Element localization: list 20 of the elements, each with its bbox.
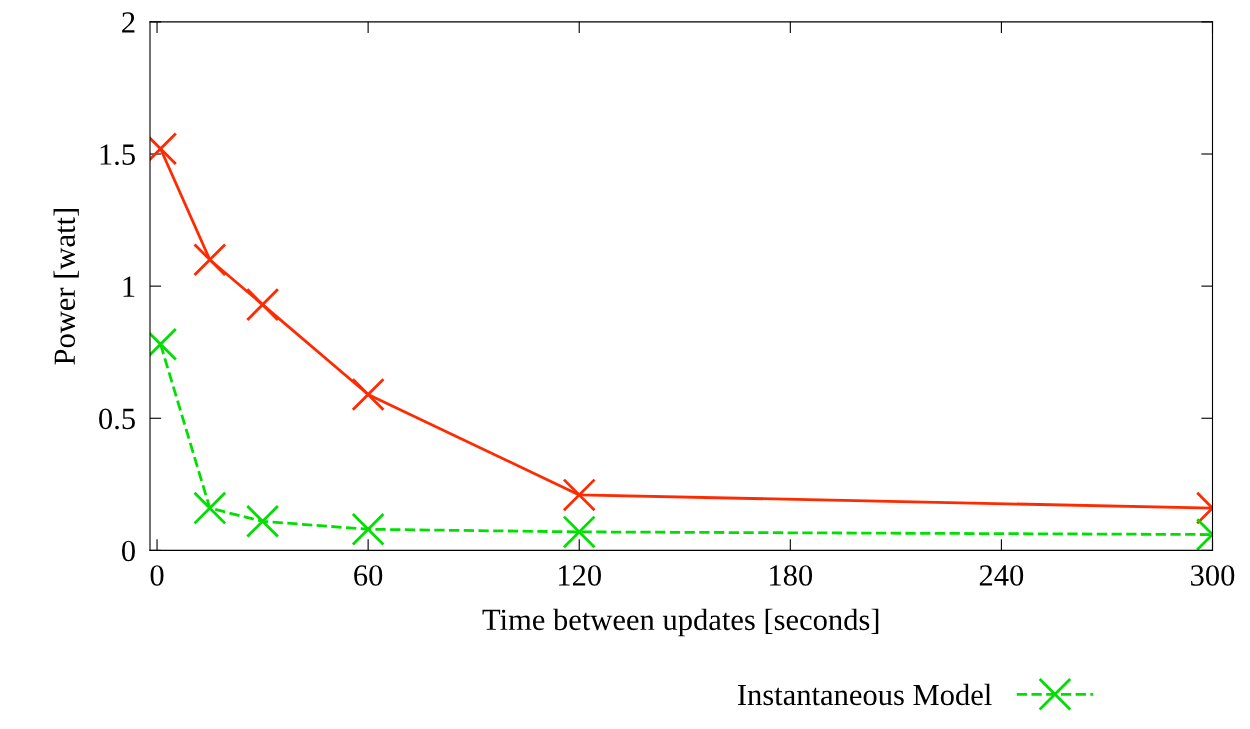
point	[245, 504, 280, 538]
y-tick-label: 0.5	[99, 408, 135, 430]
x-tick-label: 300	[1191, 565, 1235, 586]
x-tick-label: 240	[979, 565, 1024, 586]
point	[351, 512, 385, 546]
y-tick-label: 1.5	[100, 144, 135, 166]
point	[193, 243, 227, 277]
x-tick-label: 120	[558, 565, 601, 586]
point	[245, 287, 280, 322]
y-tick-label: 2	[122, 12, 135, 33]
point	[351, 377, 385, 412]
legend-label: Instantaneous Model	[737, 683, 992, 706]
x-tick-label: 180	[770, 565, 813, 586]
x-axis-title: Time between updates [seconds]	[482, 608, 879, 637]
point	[193, 491, 227, 525]
y-tick-label: 0	[122, 540, 135, 562]
x-tick-label: 0	[150, 565, 164, 586]
y-tick-label: 1	[123, 276, 135, 297]
y-axis-title: Power [watt]	[53, 209, 79, 365]
x-tick-label: 60	[354, 565, 383, 586]
